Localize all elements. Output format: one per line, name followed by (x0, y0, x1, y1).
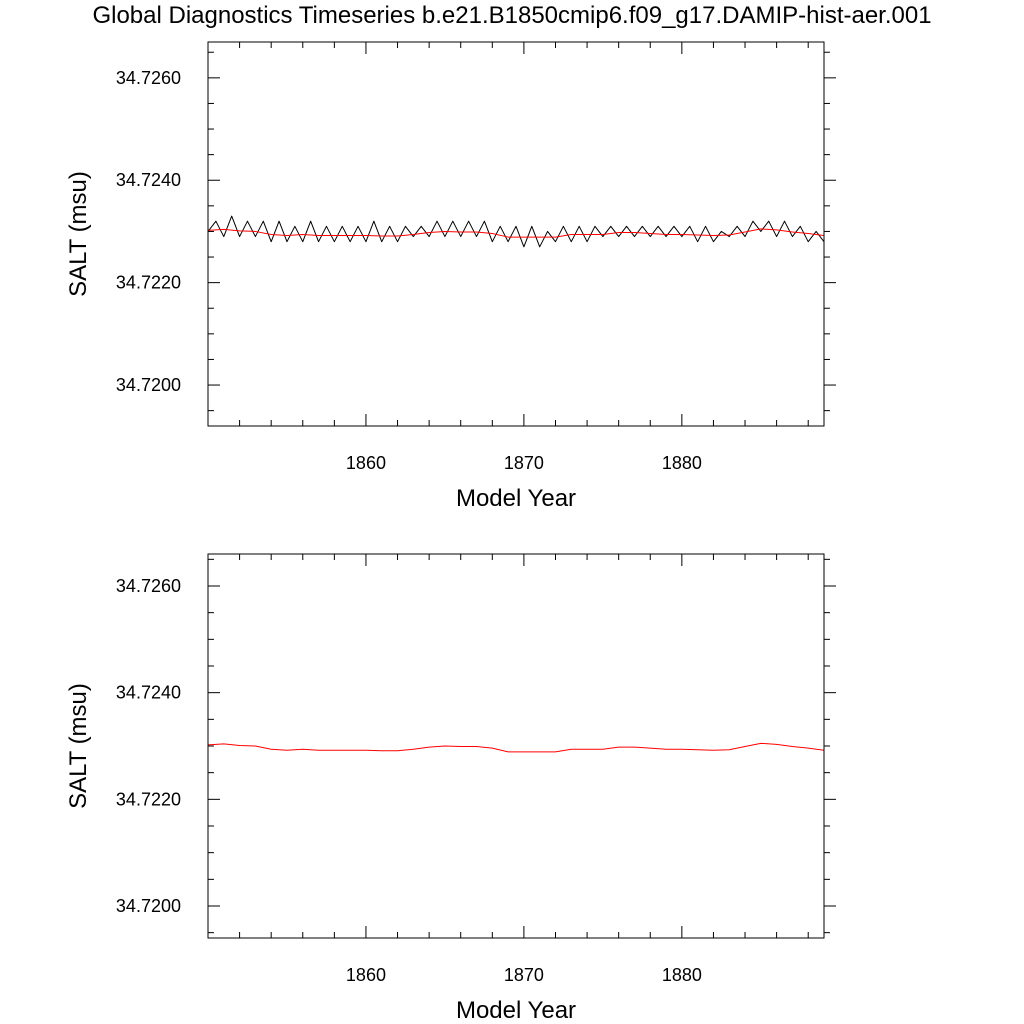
y-tick-label: 34.7240 (116, 170, 181, 190)
y-tick-label: 34.7200 (116, 896, 181, 916)
x-tick-label: 1880 (662, 453, 702, 473)
y-axis-title: SALT (msu) (65, 171, 92, 297)
annual-mean-line (208, 228, 824, 238)
y-tick-label: 34.7260 (116, 68, 181, 88)
y-tick-label: 34.7200 (116, 375, 181, 395)
y-tick-label: 34.7260 (116, 576, 181, 596)
top-panel: 1860 1870 1880 34.7200 34.7220 34.7240 34.7260… (65, 41, 836, 512)
plot-frame (207, 553, 825, 939)
x-tick-label: 1860 (346, 453, 386, 473)
bottom-panel: 1860 1870 1880 34.7200 34.7220 34.7240 34.7260… (65, 553, 836, 1024)
x-axis-title: Model Year (456, 997, 576, 1024)
plot-frame (207, 41, 825, 427)
x-tick-label: 1860 (346, 965, 386, 985)
x-tick-label: 1870 (504, 965, 544, 985)
y-tick-label: 34.7240 (116, 683, 181, 703)
annual-mean-line (208, 742, 824, 753)
y-tick-label: 34.7220 (116, 273, 181, 293)
y-tick-label: 34.7220 (116, 789, 181, 809)
monthly-line (208, 215, 824, 248)
x-axis-title: Model Year (456, 485, 576, 512)
y-axis-title: SALT (msu) (65, 683, 92, 809)
x-tick-label: 1880 (662, 965, 702, 985)
page-title: Global Diagnostics Timeseries b.e21.B185… (92, 2, 932, 29)
x-tick-label: 1870 (504, 453, 544, 473)
